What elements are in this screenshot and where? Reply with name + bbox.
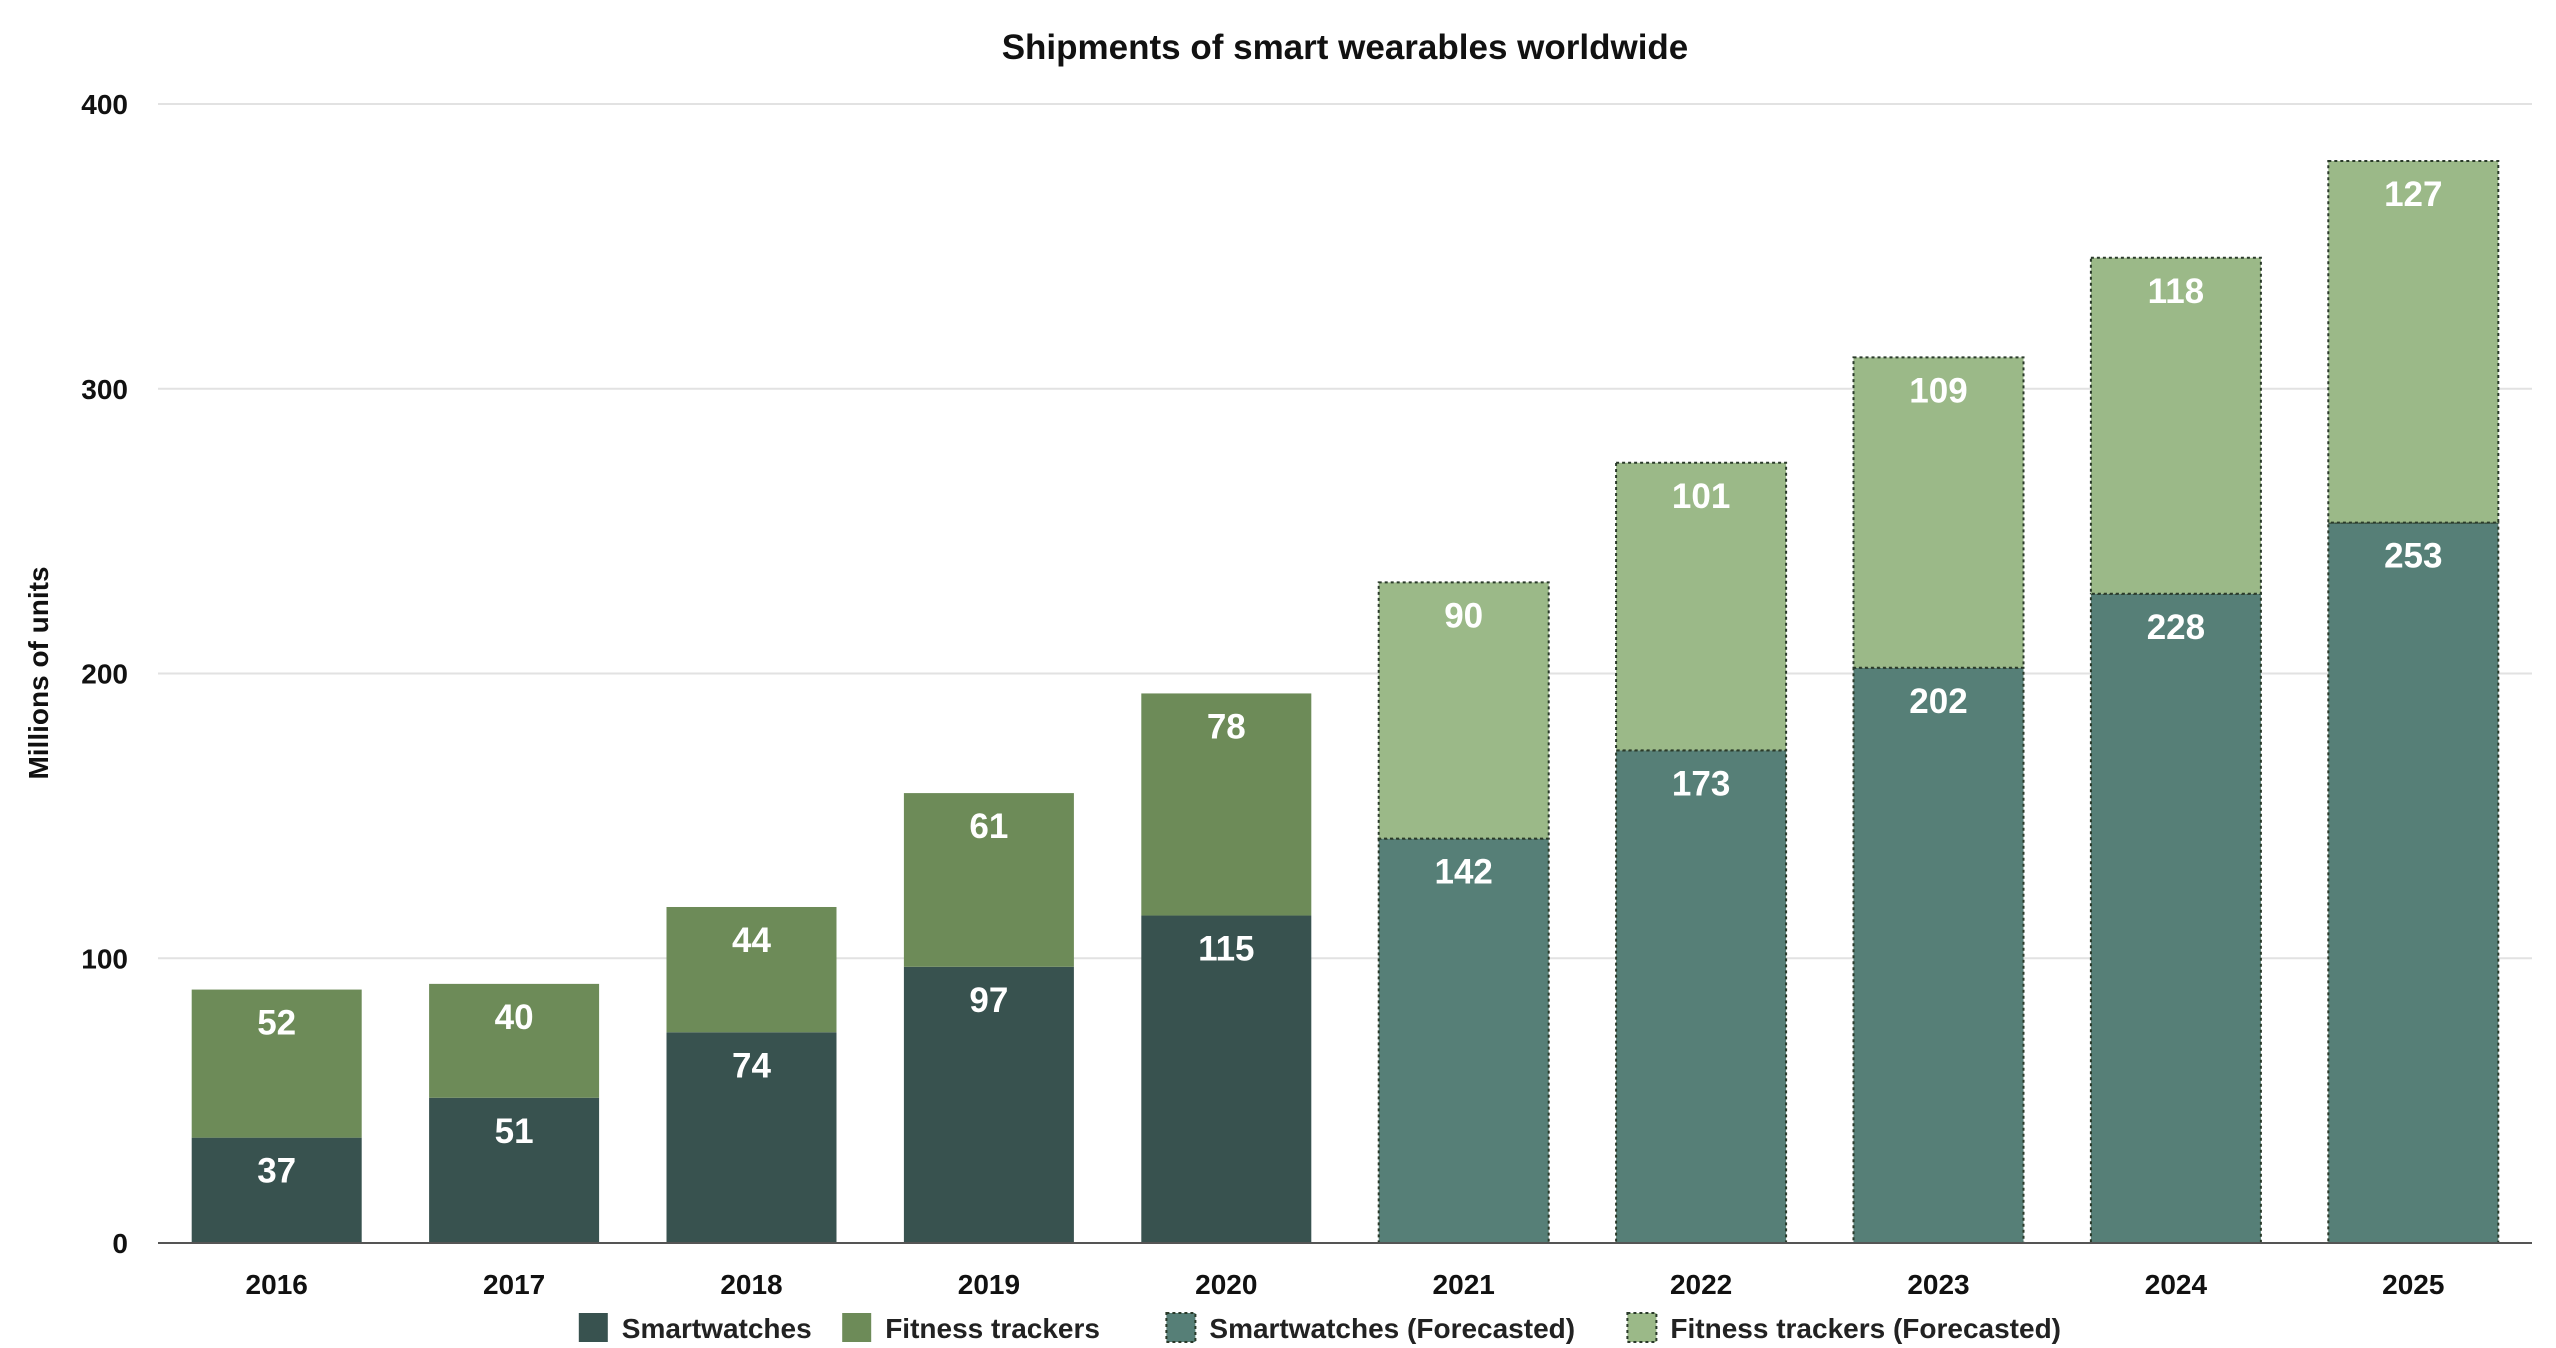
bar-fitness-trackers-2019 <box>903 793 1074 967</box>
x-tick-label: 2019 <box>958 1269 1020 1300</box>
bar-fitness-trackers-2017 <box>429 983 600 1098</box>
bar-fitness-trackers-forecasted-2023 <box>1852 356 2025 669</box>
data-label: 173 <box>1672 764 1730 803</box>
data-label: 37 <box>257 1152 296 1191</box>
data-label: 109 <box>1909 371 1967 410</box>
x-tick-label: 2024 <box>2145 1269 2208 1300</box>
legend-swatch <box>842 1313 872 1342</box>
data-labels: 37 52 51 40 74 44 97 61 115 78 142 90 173 101 202 109 22… <box>257 175 2442 1191</box>
bar-fitness-trackers-forecasted-2022 <box>1615 461 1788 752</box>
bar-fitness-trackers-2016 <box>191 989 362 1138</box>
y-tick-label: 0 <box>112 1228 128 1259</box>
axes: 0 100 200 300 400 2016 2017 2018 2019 2020 2021 202… <box>81 89 2532 1300</box>
x-tick-label: 2017 <box>483 1269 545 1300</box>
legend-label: Fitness trackers (Forecasted) <box>1670 1313 2061 1344</box>
y-tick-label: 300 <box>81 374 128 405</box>
bar-smartwatches-2018 <box>666 1032 837 1243</box>
y-tick-label: 400 <box>81 89 128 120</box>
x-tick-label: 2018 <box>720 1269 782 1300</box>
legend: Smartwatches Fitness trackers Smartwatches… <box>578 1312 2061 1344</box>
bar-smartwatches-forecasted-2021 <box>1377 837 1550 1245</box>
bar-smartwatches-forecasted-2024 <box>2089 592 2262 1244</box>
bar-fitness-trackers-2018 <box>666 906 837 1033</box>
bar-smartwatches-2019 <box>903 966 1074 1243</box>
y-tick-label: 100 <box>81 943 128 974</box>
data-label: 97 <box>969 981 1008 1020</box>
data-label: 101 <box>1672 477 1730 516</box>
data-label: 127 <box>2384 175 2442 214</box>
bar-fitness-trackers-forecasted-2024 <box>2089 256 2262 595</box>
bar-smartwatches-2017 <box>429 1097 600 1243</box>
x-tick-label: 2021 <box>1433 1269 1495 1300</box>
y-axis-label: Millions of units <box>23 566 54 779</box>
data-label: 90 <box>1444 596 1483 635</box>
data-label: 40 <box>495 998 534 1037</box>
bars <box>191 159 2500 1245</box>
data-label: 78 <box>1207 707 1246 746</box>
legend-label: Smartwatches <box>622 1313 812 1344</box>
data-label: 142 <box>1434 853 1492 892</box>
legend-label: Smartwatches (Forecasted) <box>1209 1313 1575 1344</box>
x-tick-label: 2016 <box>246 1269 308 1300</box>
data-label: 52 <box>257 1004 296 1043</box>
x-tick-label: 2025 <box>2382 1269 2444 1300</box>
legend-swatch <box>1626 1312 1658 1343</box>
bar-fitness-trackers-2020 <box>1141 693 1312 916</box>
data-label: 115 <box>1198 930 1254 969</box>
y-tick-label: 200 <box>81 659 128 690</box>
legend-label: Fitness trackers <box>885 1313 1100 1344</box>
data-label: 228 <box>2147 608 2205 647</box>
legend-swatch <box>1165 1312 1197 1343</box>
bar-fitness-trackers-forecasted-2021 <box>1377 581 1550 840</box>
data-label: 253 <box>2384 537 2442 576</box>
data-label: 202 <box>1909 682 1967 721</box>
bar-smartwatches-forecasted-2022 <box>1615 749 1788 1244</box>
data-label: 44 <box>732 921 771 960</box>
legend-swatch <box>578 1313 608 1342</box>
data-label: 74 <box>732 1046 771 1085</box>
data-label: 118 <box>2148 272 2204 311</box>
x-tick-label: 2022 <box>1670 1269 1732 1300</box>
bar-smartwatches-2020 <box>1141 915 1312 1243</box>
bar-smartwatches-2016 <box>191 1137 362 1243</box>
data-label: 51 <box>495 1112 534 1151</box>
chart-title: Shipments of smart wearables worldwide <box>1002 28 1689 67</box>
bar-fitness-trackers-forecasted-2025 <box>2327 159 2500 524</box>
bar-smartwatches-forecasted-2025 <box>2327 521 2500 1244</box>
x-tick-label: 2020 <box>1195 1269 1257 1300</box>
bar-smartwatches-forecasted-2023 <box>1852 666 2025 1244</box>
data-label: 61 <box>969 807 1008 846</box>
x-tick-label: 2023 <box>1907 1269 1969 1300</box>
